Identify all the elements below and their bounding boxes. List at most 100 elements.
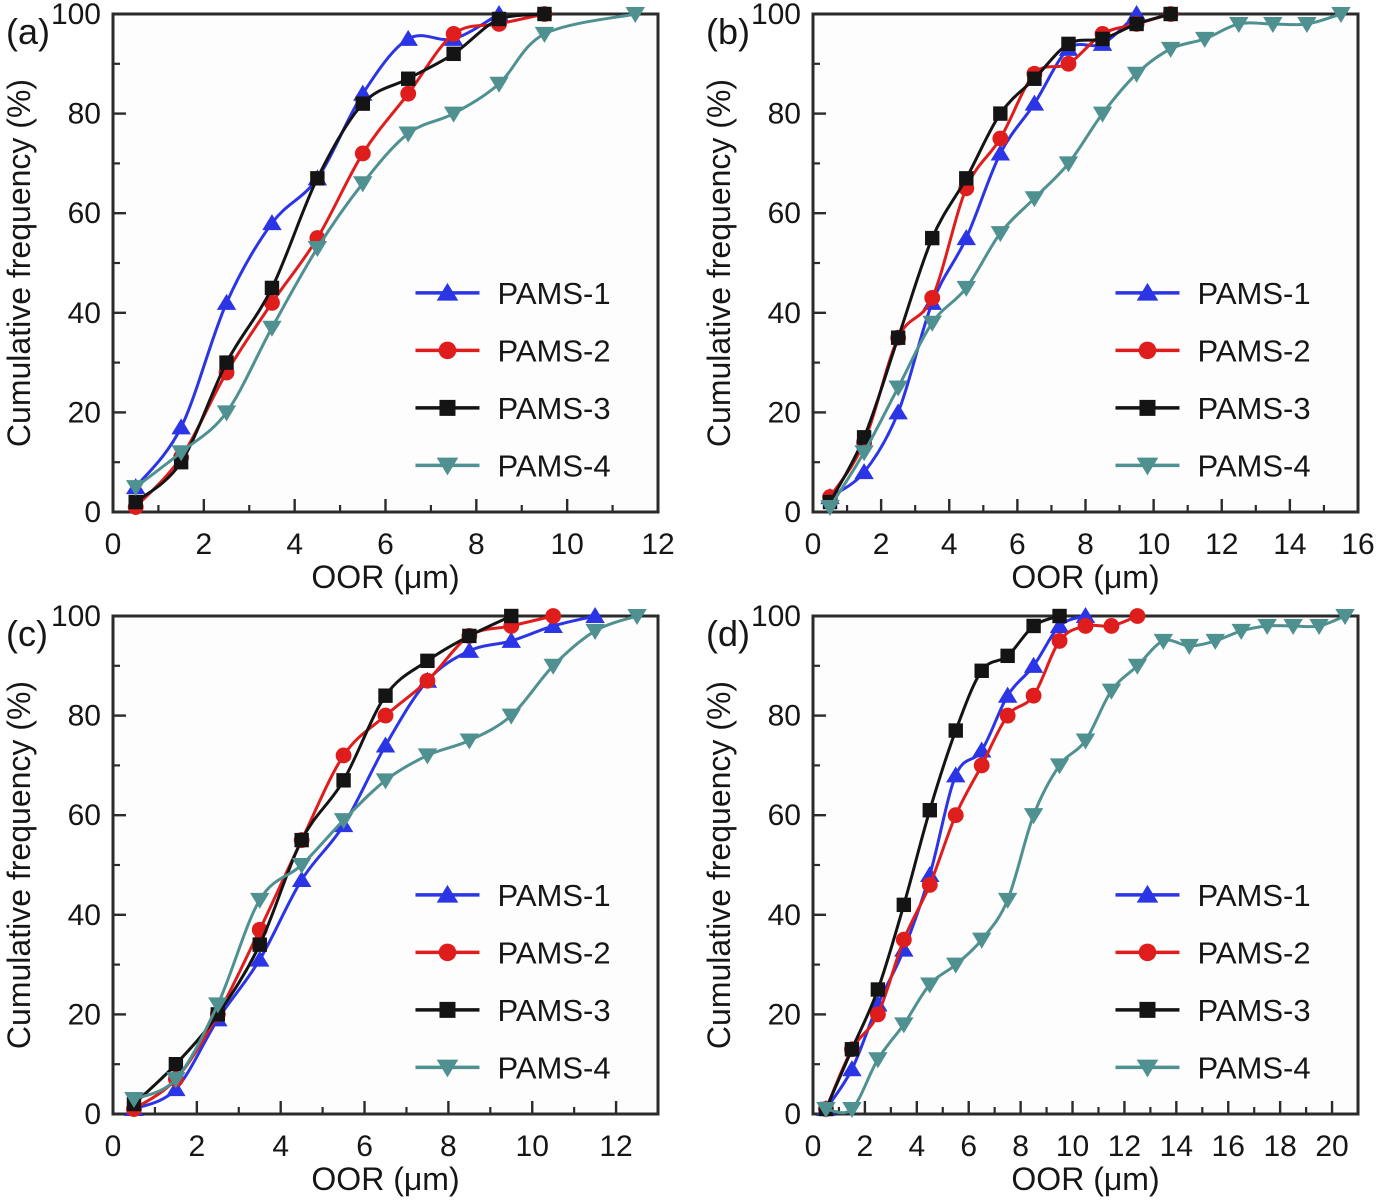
x-tick-label: 12 [599, 1130, 632, 1163]
series-PAMS-4-marker [501, 708, 521, 725]
plot-area [813, 14, 1358, 512]
series-PAMS-3-marker [462, 628, 477, 644]
series-PAMS-1-marker [997, 686, 1018, 703]
series-PAMS-3-marker [890, 330, 906, 345]
series-PAMS-4-marker [1179, 638, 1200, 655]
series-PAMS-2-marker [947, 807, 964, 824]
series-PAMS-4-marker [1283, 618, 1303, 635]
series-PAMS-4-marker [990, 226, 1011, 243]
panel-d: 0 2 4 6 8 10 12 14 16 18 20 0 20 40 60 80 100 OOR (μm) Cum… [700, 602, 1400, 1204]
series-PAMS-4-marker [1092, 106, 1113, 123]
x-axis-label: OOR (μm) [311, 1161, 459, 1197]
plot-frame [111, 12, 660, 514]
series-PAMS-4-marker [1194, 31, 1215, 48]
legend-entry-PAMS-3: PAMS-3 [415, 391, 611, 426]
legend-entry-PAMS-1: PAMS-1 [415, 878, 611, 913]
series-PAMS-2-marker [445, 25, 462, 42]
x-tick-label: 10 [516, 1130, 549, 1163]
series-PAMS-3-line [824, 614, 1061, 1110]
x-tick-label: 4 [908, 1130, 925, 1163]
series-PAMS-4-marker [1263, 16, 1283, 33]
series-PAMS-3-marker [378, 688, 393, 703]
y-tick-label: 20 [68, 998, 101, 1031]
y-tick-label: 80 [768, 98, 801, 131]
y-tick-label: 20 [68, 396, 101, 429]
y-tick-label: 60 [768, 799, 801, 832]
panel-letter: (b) [706, 11, 750, 52]
x-tick-label: 12 [1205, 528, 1238, 561]
series-PAMS-4-marker [585, 623, 605, 640]
series-PAMS-1-marker [171, 418, 191, 435]
series-PAMS-4-marker [534, 26, 555, 43]
y-tick-label: 40 [768, 899, 801, 932]
legend-entry-PAMS-2: PAMS-2 [1115, 333, 1311, 368]
series-PAMS-3-marker [1095, 31, 1110, 47]
series-PAMS-4-marker [398, 126, 418, 143]
series-PAMS-4-marker [1160, 41, 1181, 58]
legend-label: PAMS-3 [1197, 391, 1310, 426]
x-tick-label: 2 [873, 528, 890, 561]
series-PAMS-3-marker [959, 171, 974, 186]
series-PAMS-2-marker [921, 877, 938, 893]
y-tick-label: 80 [768, 700, 801, 733]
legend-entry-PAMS-3: PAMS-3 [1115, 391, 1311, 426]
x-tick-label: 20 [1315, 1130, 1348, 1163]
series-PAMS-3-marker [537, 6, 552, 22]
legend-marker [1136, 457, 1159, 476]
y-tick-label: 40 [68, 899, 101, 932]
series-PAMS-4-marker [1297, 16, 1317, 33]
series-PAMS-3-marker [1026, 618, 1041, 634]
legend-label: PAMS-4 [497, 1050, 610, 1085]
legend-marker [438, 341, 457, 360]
series-PAMS-4-marker [1049, 758, 1070, 775]
chart-c-svg: 0 2 4 6 8 10 12 0 20 40 60 80 100 OOR (μm) Cumulative … [1, 602, 660, 1197]
y-tick-label: 60 [68, 799, 101, 832]
legend-entry-PAMS-3: PAMS-3 [415, 993, 611, 1028]
y-axis-label: Cumulative frequency (%) [1, 681, 37, 1049]
y-tick-label: 100 [751, 602, 801, 633]
series-PAMS-4-marker [1024, 191, 1045, 208]
y-tick-label: 0 [84, 496, 101, 529]
series-PAMS-4-marker [1127, 658, 1148, 675]
legend-label: PAMS-2 [1197, 935, 1310, 970]
series-PAMS-2-marker [377, 707, 394, 724]
series-PAMS-4-marker [417, 748, 438, 765]
legend-marker [1136, 884, 1159, 903]
series-PAMS-3-marker [870, 982, 886, 997]
series-PAMS-2-marker [419, 672, 436, 689]
series-PAMS-2-marker [973, 757, 990, 774]
series-PAMS-4-marker [1058, 156, 1079, 173]
x-tick-label: 6 [1009, 528, 1026, 561]
series-PAMS-4-marker [166, 1072, 186, 1089]
series-PAMS-2-marker [1060, 55, 1077, 72]
series-PAMS-4-marker [459, 733, 480, 750]
y-tick-label: 0 [784, 1098, 801, 1131]
x-tick-label: 8 [468, 528, 485, 561]
series-PAMS-2-marker [335, 747, 352, 764]
series-PAMS-3-marker [1052, 608, 1067, 624]
series-PAMS-3-marker [896, 897, 912, 913]
y-axis-label: Cumulative frequency (%) [1, 79, 37, 447]
x-tick-label: 8 [440, 1130, 457, 1163]
x-axis-label: OOR (μm) [1011, 1161, 1159, 1197]
legend-entry-PAMS-4: PAMS-4 [415, 1050, 611, 1085]
x-tick-label: 14 [1273, 528, 1306, 561]
series-PAMS-1-marker [854, 463, 874, 480]
series-PAMS-1-marker [585, 607, 605, 624]
series-PAMS-4-marker [1257, 618, 1277, 635]
legend-label: PAMS-1 [497, 878, 610, 913]
series-PAMS-1-marker [250, 950, 270, 967]
legend-entry-PAMS-4: PAMS-4 [1115, 448, 1311, 483]
series-PAMS-4-marker [956, 280, 977, 297]
y-tick-label: 20 [768, 396, 801, 429]
x-tick-label: 6 [356, 1130, 373, 1163]
series-PAMS-4-marker [1309, 618, 1329, 635]
x-tick-label: 2 [189, 1130, 206, 1163]
series-PAMS-2-marker [869, 1006, 886, 1023]
legend-label: PAMS-3 [1197, 993, 1310, 1028]
series-PAMS-4-marker [262, 320, 282, 337]
series-PAMS-3-marker [1129, 16, 1144, 32]
x-tick-label: 18 [1263, 1130, 1296, 1163]
series-PAMS-3-marker [491, 11, 507, 27]
legend-marker [1136, 282, 1159, 301]
